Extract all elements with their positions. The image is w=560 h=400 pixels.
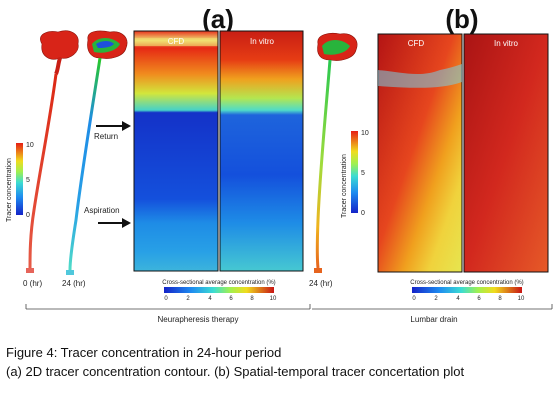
bar-tick-a-10: 10: [270, 296, 277, 302]
panel-b-invitro-heatmap: [463, 33, 549, 273]
tracer-axis-label-b: Tracer concentration: [341, 154, 348, 218]
bar-tick-b-0: 0: [412, 296, 416, 302]
brain-model-24hr-b: [314, 33, 358, 273]
bar-title-b: Cross-sectional average concentration (%…: [410, 280, 523, 286]
tracer-colorbar-a: 10 5 0 Tracer concentration: [6, 142, 34, 222]
group-bracket-b: [312, 304, 553, 310]
bar-tick-a-4: 4: [208, 296, 212, 302]
panel-b-cfd-heatmap: [377, 33, 463, 273]
bar-tick-a-2: 2: [186, 296, 190, 302]
tracer-tick-b-5: 5: [361, 170, 365, 177]
panel-a-invitro-heatmap: [219, 30, 304, 272]
panel-b-invitro-label: In vitro: [494, 39, 519, 48]
tracer-tick-b-0: 0: [361, 210, 365, 217]
bar-tick-a-0: 0: [164, 296, 168, 302]
time-end-label-b: 24 (hr): [309, 279, 333, 288]
bar-tick-b-6: 6: [477, 296, 481, 302]
panel-b-label: (b): [445, 4, 478, 34]
tracer-tick-0: 0: [26, 212, 30, 219]
panel-a-cfd-label: CFD: [168, 37, 185, 46]
group-bracket-a: [25, 304, 311, 310]
return-annotation: Return: [94, 121, 131, 141]
panel-b-cfd-label: CFD: [408, 39, 425, 48]
figure-caption-title: Figure 4: Tracer concentration in 24-hou…: [6, 345, 282, 360]
bar-title-a: Cross-sectional average concentration (%…: [162, 280, 275, 286]
tracer-tick-b-10: 10: [361, 130, 369, 137]
panel-a-label: (a): [202, 4, 234, 34]
bar-tick-b-8: 8: [498, 296, 502, 302]
bar-tick-a-8: 8: [250, 296, 254, 302]
aspiration-label: Aspiration: [84, 206, 120, 215]
bar-tick-a-6: 6: [229, 296, 233, 302]
time-start-label: 0 (hr): [23, 279, 42, 288]
bar-tick-b-2: 2: [434, 296, 438, 302]
return-label: Return: [94, 132, 118, 141]
tracer-colorbar-b: 10 5 0 Tracer concentration: [341, 130, 369, 218]
bar-tick-b-4: 4: [456, 296, 460, 302]
bar-tick-b-10: 10: [518, 296, 525, 302]
brain-model-24hr-a: [66, 30, 128, 275]
aspiration-annotation: Aspiration: [84, 206, 131, 228]
figure-caption-detail: (a) 2D tracer concentration contour. (b)…: [6, 364, 465, 379]
tracer-tick-10: 10: [26, 142, 34, 149]
group-b-label: Lumbar drain: [410, 315, 457, 324]
concentration-colorbar-a: Cross-sectional average concentration (%…: [162, 280, 277, 302]
panel-a-invitro-label: In vitro: [250, 37, 275, 46]
group-a-label: Neurapheresis therapy: [158, 315, 239, 324]
tracer-tick-5: 5: [26, 177, 30, 184]
time-end-label-a: 24 (hr): [62, 279, 86, 288]
panel-a-cfd-heatmap: [133, 30, 219, 272]
tracer-axis-label: Tracer concentration: [6, 158, 13, 222]
brain-model-0hr: [26, 30, 79, 273]
colorbar-fill: [16, 143, 23, 215]
concentration-colorbar-b: Cross-sectional average concentration (%…: [410, 280, 525, 302]
